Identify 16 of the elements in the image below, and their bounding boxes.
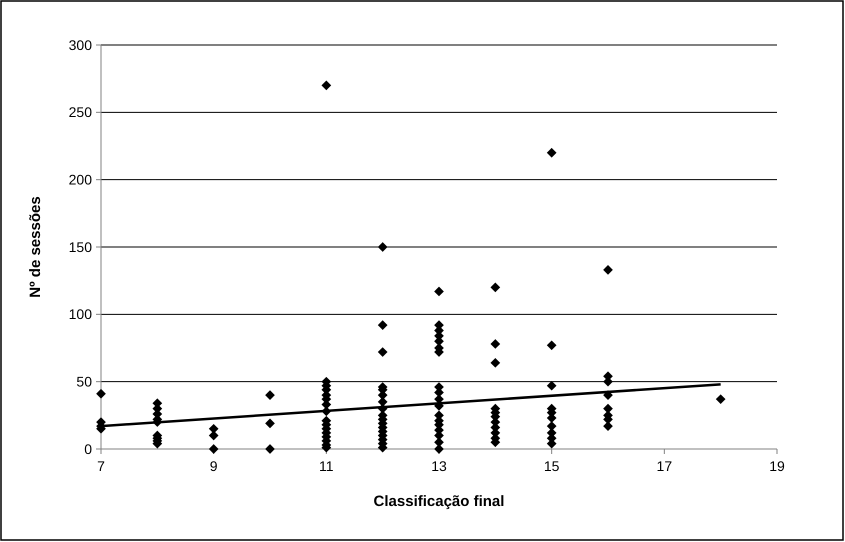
x-tick-label: 13	[431, 458, 447, 474]
x-tick-label: 17	[656, 458, 672, 474]
y-tick-label: 50	[76, 374, 92, 390]
x-tick-label: 9	[210, 458, 218, 474]
x-tick-label: 15	[544, 458, 560, 474]
y-tick-label: 300	[68, 36, 92, 53]
y-tick-label: 0	[84, 440, 92, 457]
x-tick-label: 7	[97, 458, 106, 474]
y-tick-label: 200	[68, 172, 92, 188]
y-tick-label: 150	[68, 238, 92, 255]
y-tick-label: 100	[68, 306, 92, 322]
x-tick-label: 19	[769, 458, 785, 474]
x-axis-title: Classificação final	[374, 493, 504, 510]
y-tick-label: 250	[68, 104, 92, 120]
x-tick-label: 11	[319, 458, 334, 474]
y-axis-title: Nº de sessões	[27, 196, 44, 298]
